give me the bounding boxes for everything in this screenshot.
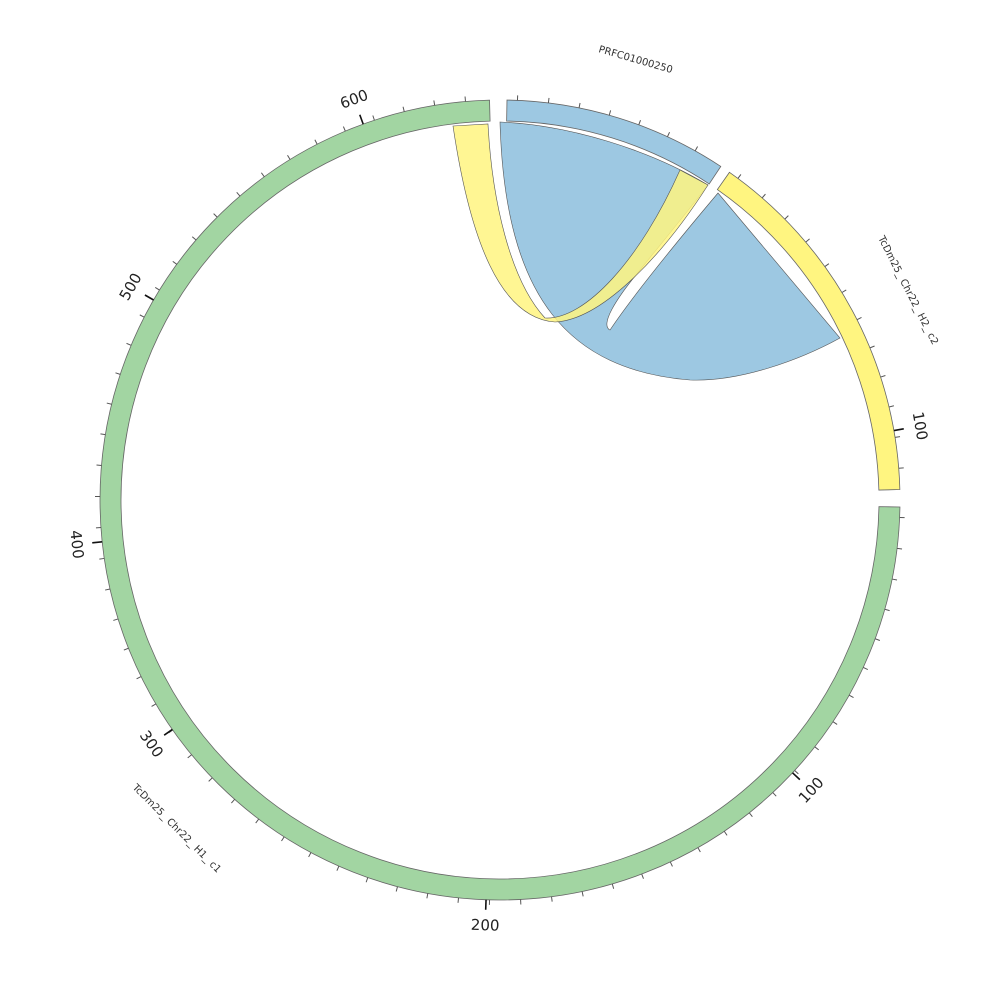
minor-tick (794, 770, 799, 775)
minor-tick (608, 110, 612, 116)
minor-tick (139, 314, 145, 318)
minor-tick (372, 115, 375, 121)
segment-c2 (716, 171, 901, 491)
minor-tick (99, 557, 105, 560)
minor-tick (814, 746, 820, 751)
minor-tick (611, 883, 615, 889)
minor-tick (106, 402, 112, 405)
minor-tick (694, 146, 699, 152)
minor-tick (880, 375, 886, 378)
minor-tick (426, 893, 429, 899)
minor-tick (154, 287, 160, 291)
minor-tick (869, 345, 875, 349)
tick-label: 300 (136, 727, 167, 761)
minor-tick (697, 847, 701, 853)
major-tick (144, 294, 154, 301)
minor-tick (641, 873, 644, 879)
minor-tick (784, 215, 789, 220)
minor-tick (105, 588, 111, 591)
minor-tick (281, 836, 285, 842)
minor-tick (874, 638, 881, 641)
minor-tick (547, 97, 550, 103)
tick-label: 600 (338, 86, 371, 113)
segments-layer (99, 99, 901, 901)
minor-tick (748, 812, 753, 818)
minor-tick (100, 433, 106, 436)
minor-tick (723, 830, 728, 836)
minor-tick (126, 342, 132, 346)
tick-label: 500 (116, 270, 146, 304)
minor-tick (260, 172, 265, 178)
minor-tick (848, 694, 854, 699)
segment-label-prfc: PRFC01000250 (597, 44, 674, 76)
tick-label: 400 (66, 529, 87, 559)
major-tick (92, 541, 103, 544)
minor-tick (433, 100, 436, 106)
minor-tick (208, 777, 213, 782)
major-tick (359, 114, 364, 125)
minor-tick (402, 106, 405, 112)
minor-tick (772, 792, 777, 797)
minor-tick (578, 102, 581, 108)
minor-tick (824, 263, 830, 267)
minor-tick (897, 547, 903, 550)
major-tick (791, 772, 801, 781)
minor-tick (667, 131, 671, 137)
minor-tick (737, 174, 742, 179)
minor-tick (172, 260, 178, 265)
minor-tick (151, 703, 157, 707)
minor-tick (287, 154, 291, 160)
minor-tick (856, 316, 862, 321)
segment-label-c2: TcDm25_ Chr22_ H2_ c2 (875, 233, 940, 346)
minor-tick (342, 126, 346, 132)
minor-tick (638, 119, 641, 126)
major-tick (163, 728, 173, 736)
minor-tick (115, 372, 121, 375)
minor-tick (841, 289, 847, 293)
minor-tick (669, 861, 673, 867)
tick-label: 100 (909, 410, 932, 441)
links-layer (452, 121, 841, 381)
minor-tick (236, 191, 241, 197)
minor-tick (805, 238, 810, 243)
segment-prfc (506, 99, 722, 185)
tick-label: 200 (471, 916, 500, 935)
minor-tick (123, 647, 129, 651)
minor-tick (191, 236, 197, 241)
minor-tick (113, 618, 119, 621)
minor-tick (551, 896, 553, 902)
major-tick (893, 428, 904, 432)
minor-tick (581, 891, 584, 897)
minor-tick (314, 139, 318, 145)
minor-tick (213, 213, 218, 218)
minor-tick (336, 865, 340, 871)
minor-tick (231, 799, 236, 804)
minor-tick (395, 886, 398, 892)
minor-tick (136, 676, 142, 680)
minor-tick (457, 897, 460, 903)
segment-c1 (99, 99, 901, 901)
link-c1-to-c2 (452, 123, 709, 323)
minor-tick (832, 721, 838, 725)
minor-tick (255, 818, 260, 824)
minor-tick (863, 667, 869, 671)
minor-tick (308, 852, 312, 858)
minor-tick (365, 877, 369, 883)
minor-tick (884, 608, 890, 612)
minor-tick (892, 578, 898, 581)
segment-label-c1: TcDm25_ Chr22_ H1_ c1 (129, 782, 223, 876)
minor-tick (894, 436, 901, 438)
minor-tick (187, 754, 192, 759)
minor-tick (761, 193, 766, 199)
minor-tick (888, 405, 895, 408)
